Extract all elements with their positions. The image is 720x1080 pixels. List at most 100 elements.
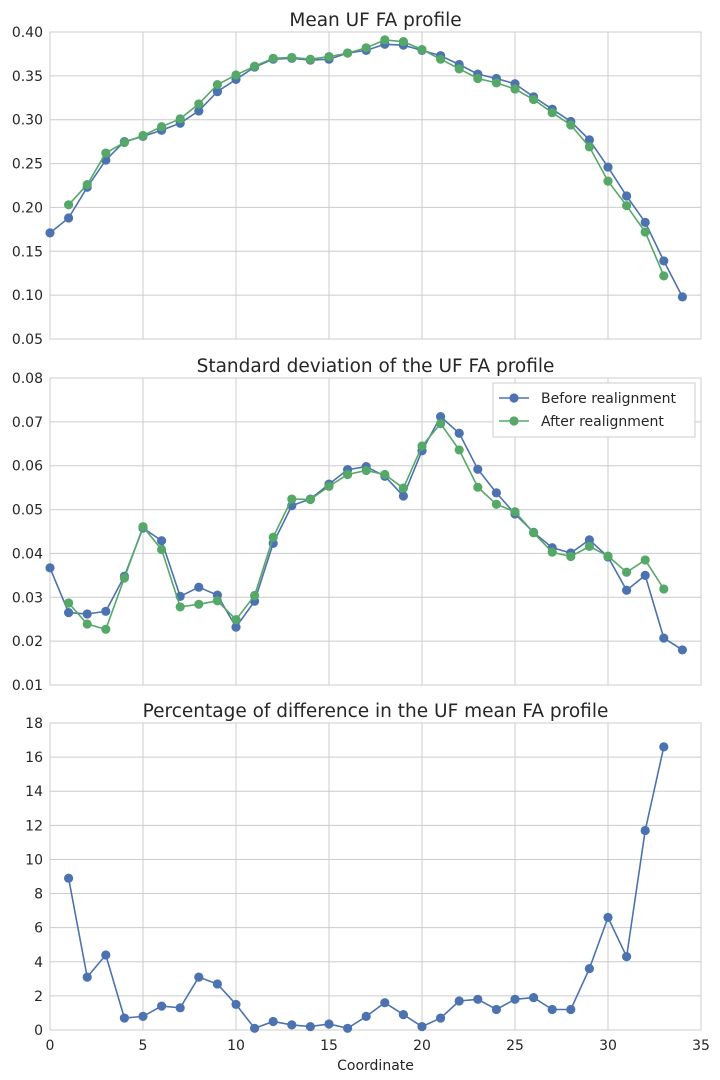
data-point — [454, 996, 464, 1006]
data-point — [119, 573, 129, 583]
data-point — [473, 994, 483, 1004]
data-point — [584, 964, 595, 974]
data-point — [566, 1004, 576, 1015]
x-tick-label: 5 — [139, 1038, 148, 1054]
data-point — [640, 217, 650, 227]
data-point — [101, 148, 111, 158]
data-point — [82, 180, 92, 190]
chart-title: Mean UF FA profile — [289, 10, 461, 31]
y-tick-label: 0.35 — [12, 69, 43, 85]
data-point — [212, 80, 222, 90]
y-tick-label: 0.01 — [12, 678, 43, 694]
data-point — [510, 84, 520, 94]
data-point — [212, 87, 222, 97]
y-tick-label: 0.10 — [12, 288, 43, 304]
data-point — [380, 998, 390, 1008]
data-point — [343, 1023, 353, 1033]
data-point — [305, 1021, 315, 1032]
data-point — [454, 445, 464, 455]
data-point — [305, 494, 315, 505]
series-line-1 — [49, 415, 683, 651]
data-point — [287, 494, 297, 504]
data-point — [659, 584, 669, 594]
data-point — [491, 78, 501, 88]
data-point — [380, 469, 390, 480]
data-point — [250, 1023, 260, 1033]
data-point — [64, 608, 74, 618]
data-point — [584, 135, 595, 145]
data-point — [343, 469, 353, 480]
series-line-1 — [67, 746, 665, 1030]
data-point — [398, 1010, 408, 1020]
x-tick-label: 35 — [692, 1038, 710, 1054]
data-point — [175, 114, 185, 124]
data-point — [82, 972, 92, 982]
legend-label: After realignment — [541, 414, 664, 430]
data-point — [157, 1001, 167, 1011]
data-point — [491, 499, 501, 509]
chart-panel-2: 0.01 0.02 0.03 0.04 0.05 0.06 0.07 0.08 Standard… — [12, 356, 702, 694]
data-point — [566, 551, 576, 562]
data-point — [64, 873, 74, 883]
data-point — [640, 570, 650, 580]
y-tick-label: 0.05 — [12, 332, 43, 348]
data-point — [584, 142, 595, 152]
y-tick-label: 0.06 — [12, 459, 43, 475]
data-point — [45, 228, 55, 238]
data-point — [529, 992, 539, 1003]
data-point — [436, 419, 446, 429]
data-point — [361, 1011, 371, 1021]
series-line-2 — [68, 422, 665, 631]
data-point — [287, 1020, 297, 1030]
data-point — [417, 441, 427, 451]
y-tick-label: 10 — [25, 852, 43, 868]
x-tick-label: 15 — [320, 1038, 338, 1054]
y-tick-label: 0.03 — [12, 590, 43, 606]
chart-title: Standard deviation of the UF FA profile — [197, 356, 555, 377]
data-point — [491, 1004, 501, 1015]
y-tick-label: 0.02 — [12, 634, 43, 650]
data-point — [491, 488, 501, 498]
data-point — [622, 191, 632, 201]
data-point — [547, 1004, 557, 1015]
data-point — [380, 35, 390, 45]
data-point — [157, 122, 167, 132]
y-tick-label: 0.15 — [12, 244, 43, 260]
plot-frame — [49, 722, 702, 1031]
data-point — [584, 541, 595, 552]
data-point — [436, 411, 446, 422]
data-point — [175, 1003, 185, 1013]
y-tick-label: 0.30 — [12, 113, 43, 129]
data-point — [231, 70, 241, 80]
y-tick-label: 0.40 — [12, 25, 43, 41]
data-point — [157, 544, 167, 555]
y-tick-label: 0.05 — [12, 503, 43, 519]
data-point — [398, 491, 408, 501]
data-point — [324, 1019, 334, 1029]
data-point — [324, 481, 334, 491]
data-point — [361, 43, 371, 53]
data-point — [640, 555, 650, 565]
data-point — [622, 585, 632, 595]
data-point — [231, 622, 241, 632]
data-point — [622, 567, 632, 577]
data-point — [547, 547, 557, 557]
series-line-1 — [49, 43, 684, 298]
data-point — [622, 952, 632, 962]
legend-marker — [509, 416, 519, 426]
data-point — [603, 176, 613, 186]
y-tick-label: 0.20 — [12, 200, 43, 216]
data-point — [659, 633, 669, 643]
data-point — [529, 94, 539, 105]
chart-panel-3: 0 2 4 6 8 10 12 14 16 18 0 5 10 15 20 25 30 35 Percentage … — [25, 701, 710, 1074]
data-point — [268, 53, 278, 63]
data-point — [64, 598, 74, 608]
data-point — [603, 551, 613, 561]
data-point — [268, 1016, 278, 1027]
y-tick-label: 2 — [34, 989, 43, 1005]
x-tick-label: 25 — [506, 1038, 524, 1054]
x-axis-label: Coordinate — [337, 1058, 414, 1074]
series-line-2 — [68, 39, 665, 277]
data-point — [436, 1013, 446, 1023]
chart-title: Percentage of difference in the UF mean … — [143, 701, 609, 722]
